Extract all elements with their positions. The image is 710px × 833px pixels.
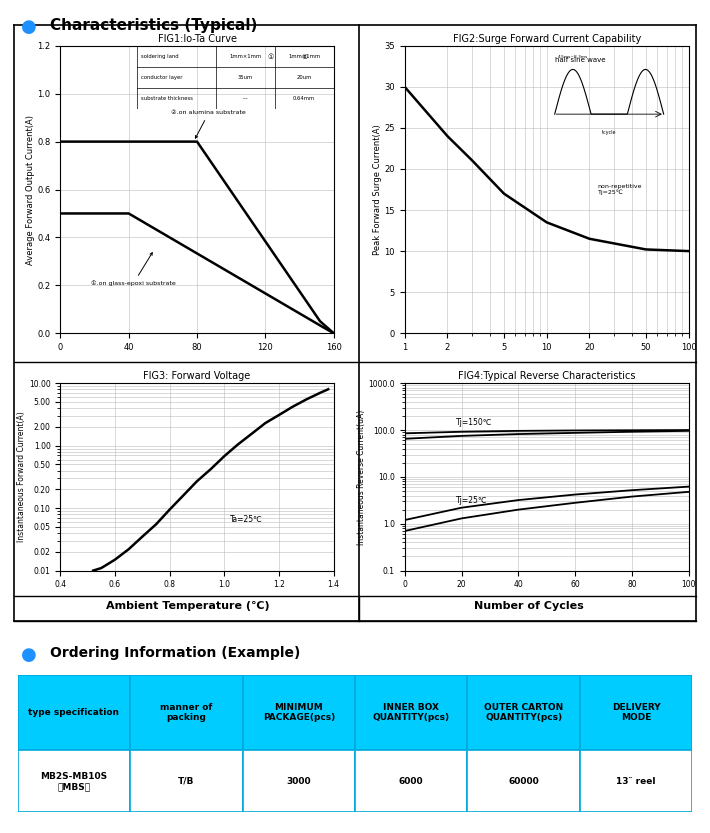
Text: Ambient Temperature (℃): Ambient Temperature (℃) [106,601,270,611]
Text: DELIVERY
MODE: DELIVERY MODE [612,703,660,722]
Bar [355,675,467,751]
Text: OUTER CARTON
QUANTITY(pcs): OUTER CARTON QUANTITY(pcs) [484,703,563,722]
Bar [467,751,580,812]
Bar [130,675,243,751]
Text: manner of
packing: manner of packing [160,703,212,722]
Text: Characteristics (Typical): Characteristics (Typical) [50,18,257,33]
Bar [355,751,467,812]
Bar [243,675,355,751]
Bar [243,751,355,812]
Y-axis label: Peak Forward Surge Current(A): Peak Forward Surge Current(A) [373,124,381,255]
Bar [130,751,243,812]
Text: 6000: 6000 [399,776,424,786]
Y-axis label: Average Forward Output Current(A): Average Forward Output Current(A) [26,114,35,265]
Title: FIG1:Io-Ta Curve: FIG1:Io-Ta Curve [158,33,236,43]
Bar [467,675,580,751]
Text: 3000: 3000 [286,776,311,786]
Text: type specification: type specification [28,708,119,717]
Text: ②.on alumina substrate: ②.on alumina substrate [171,110,246,138]
Text: Tj=150℃: Tj=150℃ [456,417,492,426]
Text: half sine wave: half sine wave [555,57,606,63]
Text: MINIMUM
PACKAGE(pcs): MINIMUM PACKAGE(pcs) [263,703,335,722]
Text: Tj=25℃: Tj=25℃ [456,496,487,505]
Text: 60000: 60000 [508,776,539,786]
Bar [18,675,130,751]
Text: INNER BOX
QUANTITY(pcs): INNER BOX QUANTITY(pcs) [373,703,449,722]
Y-axis label: Instantaneous Forward Current(A): Instantaneous Forward Current(A) [17,412,26,542]
Text: Number of Cycles: Number of Cycles [474,601,584,611]
Text: ①.on glass-epoxi substrate: ①.on glass-epoxi substrate [91,252,176,286]
Title: FIG2:Surge Forward Current Capability: FIG2:Surge Forward Current Capability [452,33,641,43]
Bar [580,675,692,751]
Bar [580,751,692,812]
Text: Ta=25℃: Ta=25℃ [230,515,263,524]
Title: FIG3: Forward Voltage: FIG3: Forward Voltage [143,371,251,381]
Text: MB2S-MB10S
（MBS）: MB2S-MB10S （MBS） [40,771,107,791]
Y-axis label: Instantaneous Reverse Current(uA): Instantaneous Reverse Current(uA) [356,409,366,545]
Title: FIG4:Typical Reverse Characteristics: FIG4:Typical Reverse Characteristics [458,371,635,381]
Bar [18,751,130,812]
Text: Ordering Information (Example): Ordering Information (Example) [50,646,300,660]
Text: non-repetitive
Tj=25℃: non-repetitive Tj=25℃ [598,184,643,195]
Text: ●: ● [21,646,37,664]
Text: 13″ reel: 13″ reel [616,776,656,786]
Text: T/B: T/B [178,776,195,786]
Text: ●: ● [21,18,37,37]
